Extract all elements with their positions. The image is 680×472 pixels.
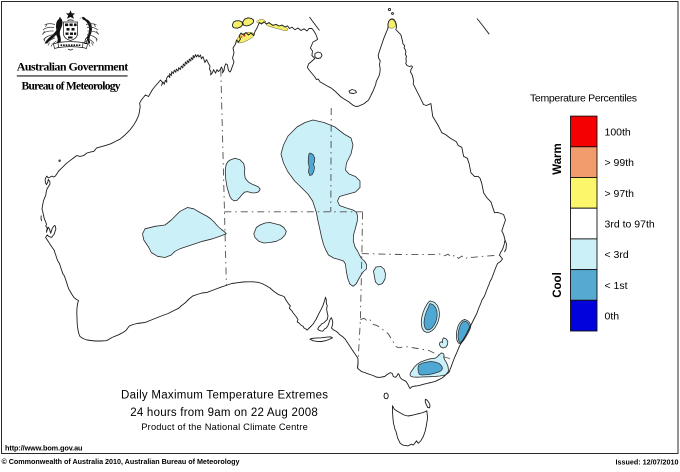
svg-text:Australian Government: Australian Government bbox=[17, 60, 128, 74]
svg-text:Daily Maximum Temperature Extr: Daily Maximum Temperature Extremes bbox=[121, 390, 328, 402]
svg-text:3rd to 97th: 3rd to 97th bbox=[605, 218, 655, 230]
svg-text:Issued: 12/07/2010: Issued: 12/07/2010 bbox=[616, 458, 679, 467]
svg-text:Temperature Percentiles: Temperature Percentiles bbox=[530, 93, 637, 105]
svg-text:100th: 100th bbox=[605, 126, 631, 138]
svg-text:Product of the National Climat: Product of the National Climate Centre bbox=[141, 422, 308, 432]
svg-text:< 1st: < 1st bbox=[605, 280, 628, 292]
svg-text:< 3rd: < 3rd bbox=[605, 249, 629, 261]
svg-text:> 99th: > 99th bbox=[605, 157, 635, 169]
svg-text:> 97th: > 97th bbox=[605, 188, 635, 200]
svg-text:© Commonwealth of Australia 20: © Commonwealth of Australia 2010, Austra… bbox=[2, 457, 240, 466]
svg-text:http://www.bom.gov.au: http://www.bom.gov.au bbox=[5, 444, 83, 453]
svg-text:Bureau of Meteorology: Bureau of Meteorology bbox=[22, 81, 121, 93]
svg-text:Warm: Warm bbox=[552, 143, 564, 175]
svg-text:0th: 0th bbox=[605, 311, 620, 323]
svg-text:24 hours from 9am on 22 Aug 20: 24 hours from 9am on 22 Aug 2008 bbox=[130, 407, 318, 419]
svg-text:Cool: Cool bbox=[552, 272, 564, 298]
